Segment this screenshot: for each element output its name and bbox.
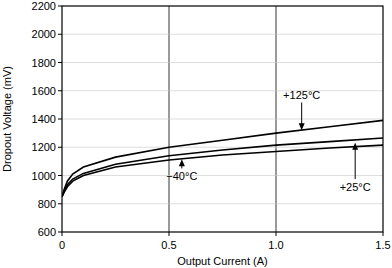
y-axis-title: Dropout Voltage (mV)	[1, 66, 13, 172]
x-tick	[276, 232, 277, 236]
x-tick	[169, 232, 170, 236]
annotation: +125°C	[283, 89, 320, 101]
y-tick-label: 1800	[32, 57, 56, 69]
y-tick	[58, 147, 62, 148]
y-tick	[58, 62, 62, 63]
y-tick-label: 1000	[32, 170, 56, 182]
y-tick-label: 2200	[32, 0, 56, 12]
y-tick-label: 2000	[32, 28, 56, 40]
x-tick	[62, 232, 63, 236]
annotation-arrowhead	[352, 143, 358, 150]
x-axis-title: Output Current (A)	[177, 255, 267, 267]
grid-line	[62, 90, 383, 91]
grid-line	[62, 203, 383, 204]
annotation-arrow	[301, 103, 302, 125]
x-tick	[383, 232, 384, 236]
chart: 0 0.5 1.0 1.5 600 800 1000 1200 1400 1600 1800 2000…	[0, 0, 392, 268]
x-tick-label: 0	[59, 239, 65, 251]
y-tick	[58, 232, 62, 233]
y-tick-label: 800	[38, 198, 56, 210]
annotation: −40°C	[166, 170, 197, 182]
x-tick-label: 1.0	[268, 239, 283, 251]
y-tick-label: 1400	[32, 113, 56, 125]
series-group	[62, 120, 383, 196]
annotation-arrowhead	[179, 159, 185, 166]
grid-line	[62, 119, 383, 120]
annotation-arrow	[355, 149, 356, 179]
y-tick	[58, 34, 62, 35]
grid-line	[62, 175, 383, 176]
plot-frame	[62, 6, 383, 232]
series-line	[62, 120, 383, 196]
y-tick	[58, 175, 62, 176]
x-tick-label: 0.5	[161, 239, 176, 251]
series-line	[62, 145, 383, 197]
y-tick-label: 600	[38, 226, 56, 238]
y-tick	[58, 119, 62, 120]
grid-line	[62, 62, 383, 63]
y-tick-label: 1200	[32, 141, 56, 153]
annotation: +25°C	[340, 181, 371, 193]
x-tick-label: 1.5	[375, 239, 390, 251]
y-tick	[58, 203, 62, 204]
y-tick	[58, 90, 62, 91]
series-line	[62, 138, 383, 197]
grid-line	[62, 34, 383, 35]
y-tick	[58, 6, 62, 7]
y-tick-label: 1600	[32, 85, 56, 97]
annotation-arrowhead	[299, 123, 305, 130]
